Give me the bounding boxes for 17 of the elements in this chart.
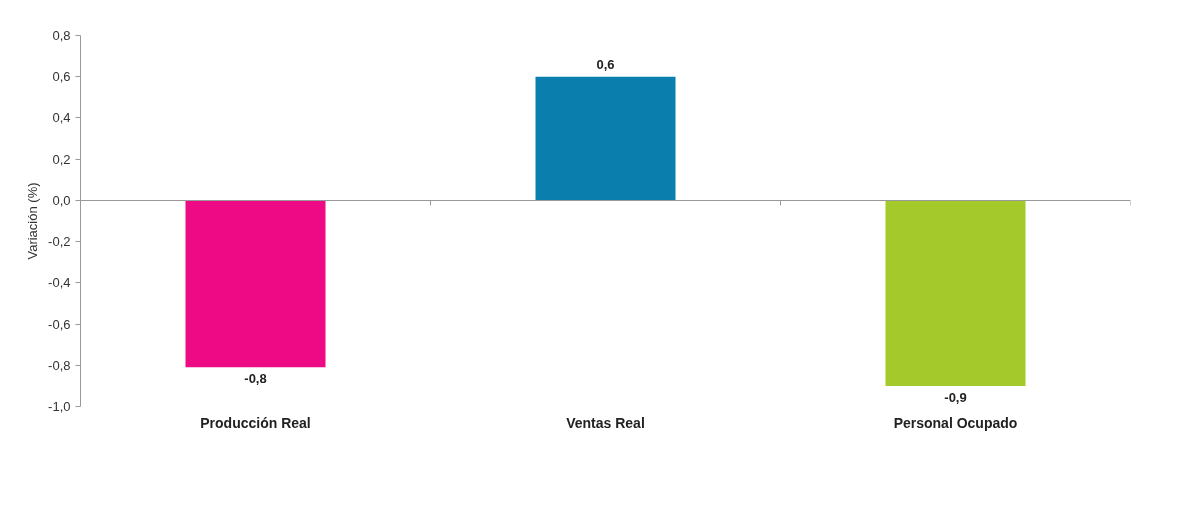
y-tick-label: 0,4 <box>52 110 71 126</box>
x-tick-label: Personal Ocupado <box>893 414 1018 431</box>
y-tick-label: 0,8 <box>52 28 71 43</box>
x-tick-label: Ventas Real <box>566 414 645 431</box>
data-label: -0,8 <box>244 371 267 387</box>
y-tick-label: -0,6 <box>48 316 71 332</box>
x-tick-label: Producción Real <box>200 414 311 431</box>
data-label: -0,9 <box>944 389 967 405</box>
y-tick-label: -0,2 <box>48 234 71 250</box>
y-tick-label: 0,6 <box>52 69 71 85</box>
y-axis-title: Variación (%) <box>25 182 41 260</box>
y-tick-label: 0,0 <box>52 192 71 208</box>
y-tick-label: -1,0 <box>48 399 71 414</box>
y-tick-label: -0,4 <box>48 275 71 291</box>
data-label: 0,6 <box>596 56 615 72</box>
y-tick-label: 0,2 <box>52 151 71 167</box>
y-tick-label: -0,8 <box>48 357 71 373</box>
